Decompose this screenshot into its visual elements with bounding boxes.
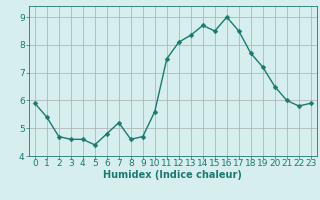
X-axis label: Humidex (Indice chaleur): Humidex (Indice chaleur) [103,170,242,180]
